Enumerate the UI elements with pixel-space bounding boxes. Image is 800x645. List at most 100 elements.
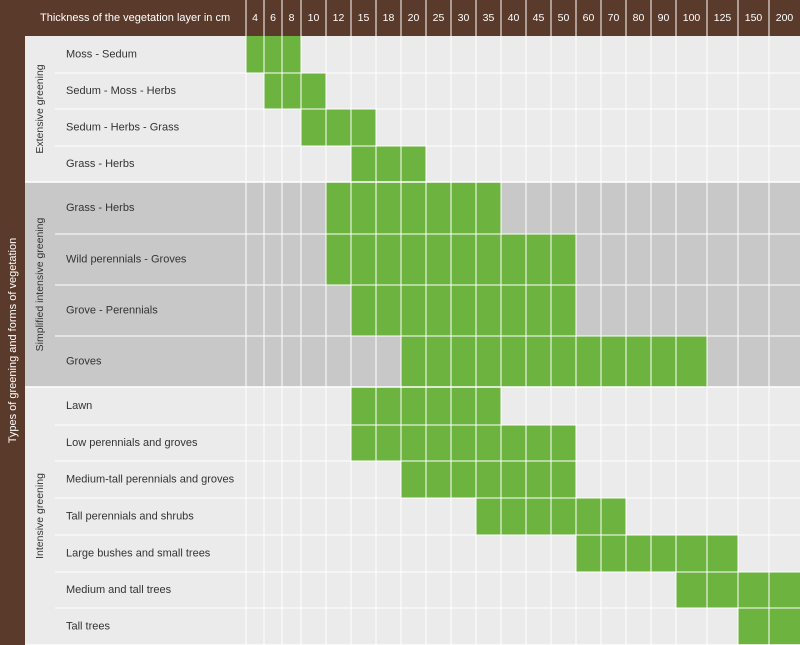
row-label: Large bushes and small trees [66, 547, 211, 559]
group-label: Intensive greening [34, 473, 46, 559]
x-tick-label: 45 [533, 12, 545, 24]
range-cell [351, 234, 376, 285]
row-label: Grass - Herbs [66, 158, 135, 170]
range-cell [376, 425, 401, 461]
row-band [55, 36, 800, 73]
range-cell [738, 608, 769, 645]
range-cell [707, 535, 738, 572]
row-label: Groves [66, 355, 102, 367]
x-tick-label: 125 [714, 12, 732, 24]
range-cell [501, 461, 526, 498]
row-label: Grove - Perennials [66, 304, 158, 316]
range-cell [426, 285, 451, 336]
range-cell [676, 535, 707, 572]
row-label: Moss - Sedum [66, 48, 137, 60]
row-label: Low perennials and groves [66, 437, 198, 449]
range-cell [551, 461, 576, 498]
range-cell [601, 535, 626, 572]
row-label: Tall trees [66, 620, 111, 632]
range-cell [376, 234, 401, 285]
range-cell [769, 608, 800, 645]
range-cell [351, 146, 376, 182]
range-cell [451, 387, 476, 425]
range-cell [501, 498, 526, 535]
range-cell [501, 234, 526, 285]
range-cell [601, 336, 626, 387]
text-layer: Thickness of the vegetation layer in cm T… [7, 12, 794, 633]
range-cell [476, 182, 501, 234]
range-cell [526, 498, 551, 535]
x-tick-label: 50 [558, 12, 570, 24]
range-cell [326, 182, 351, 234]
range-cell [426, 234, 451, 285]
range-cell [551, 336, 576, 387]
x-tick-label: 70 [608, 12, 620, 24]
range-cell [401, 336, 426, 387]
range-cell [351, 387, 376, 425]
range-cell [501, 285, 526, 336]
range-cell [426, 425, 451, 461]
x-tick-label: 8 [289, 12, 295, 24]
range-cell [738, 572, 769, 608]
range-cell [351, 182, 376, 234]
group-band [25, 182, 55, 387]
range-cell [326, 109, 351, 146]
x-tick-label: 150 [745, 12, 763, 24]
range-cell [476, 336, 501, 387]
row-label: Medium and tall trees [66, 584, 172, 596]
row-band [55, 146, 800, 182]
x-tick-label: 15 [358, 12, 370, 24]
range-cell [526, 336, 551, 387]
range-cell [282, 73, 301, 109]
range-cell [476, 387, 501, 425]
range-cell [246, 36, 264, 73]
range-cell [526, 285, 551, 336]
range-cell [351, 425, 376, 461]
range-cell [651, 535, 676, 572]
x-tick-label: 25 [433, 12, 445, 24]
range-cell [626, 535, 651, 572]
range-cell [551, 425, 576, 461]
x-tick-label: 40 [508, 12, 520, 24]
row-label: Grass - Herbs [66, 202, 135, 214]
x-tick-label: 18 [383, 12, 395, 24]
range-cell [707, 572, 738, 608]
range-cell [769, 572, 800, 608]
range-cell [451, 182, 476, 234]
range-cell [476, 234, 501, 285]
range-cell [264, 73, 282, 109]
range-cell [526, 234, 551, 285]
group-band [25, 36, 55, 182]
range-cell [264, 36, 282, 73]
x-tick-label: 4 [252, 12, 258, 24]
group-label: Simplified intensive greening [34, 218, 46, 352]
range-cell [401, 387, 426, 425]
row-label: Lawn [66, 400, 92, 412]
x-tick-label: 20 [408, 12, 420, 24]
range-cell [451, 461, 476, 498]
cells-layer [246, 36, 800, 645]
range-cell [476, 425, 501, 461]
range-cell [426, 182, 451, 234]
group-label: Extensive greening [34, 64, 46, 153]
row-label: Medium-tall perennials and groves [66, 473, 235, 485]
row-band [55, 608, 800, 645]
range-cell [576, 535, 601, 572]
x-tick-label: 90 [658, 12, 670, 24]
x-tick-label: 80 [633, 12, 645, 24]
group-band [25, 387, 55, 645]
range-cell [401, 461, 426, 498]
range-cell [426, 336, 451, 387]
y-axis-band [0, 36, 25, 645]
range-cell [401, 285, 426, 336]
range-cell [576, 498, 601, 535]
range-cell [451, 285, 476, 336]
range-cell [376, 285, 401, 336]
range-cell [426, 387, 451, 425]
range-cell [301, 73, 326, 109]
range-cell [351, 109, 376, 146]
range-cell [551, 234, 576, 285]
range-cell [301, 109, 326, 146]
range-cell [551, 285, 576, 336]
range-cell [401, 182, 426, 234]
